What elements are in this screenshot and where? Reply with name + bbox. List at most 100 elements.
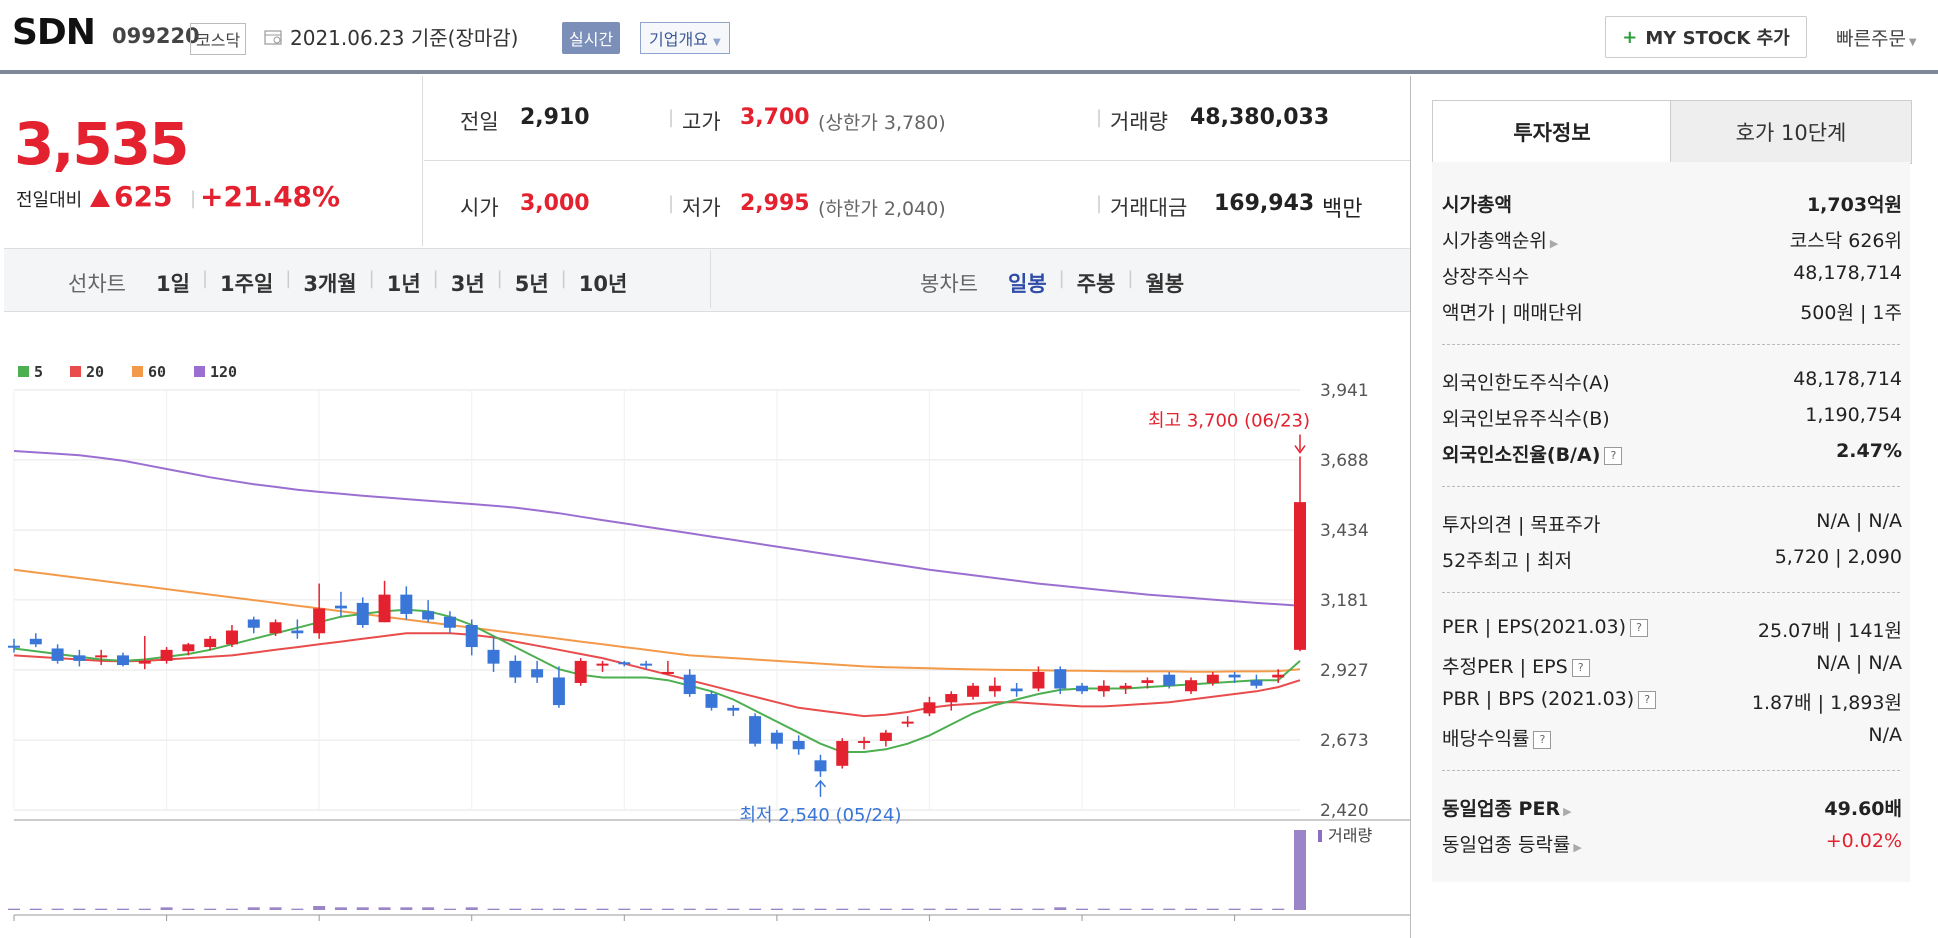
period-5[interactable]: 5년: [514, 272, 549, 296]
candle-body: [879, 732, 892, 741]
divider: |: [1096, 193, 1103, 214]
volume-bar: [792, 908, 805, 910]
y-tick-label: 3,688: [1320, 451, 1369, 471]
arrow-right-icon[interactable]: ▶: [1563, 805, 1572, 818]
info-label: 투자의견 | 목표주가: [1442, 514, 1601, 536]
volume-bar: [465, 907, 478, 910]
info-label-wrap: 동일업종 등락률 ▶: [1442, 830, 1582, 857]
legend-label: 5: [34, 363, 43, 381]
candle-body: [138, 660, 151, 664]
tab-investment-info[interactable]: 투자정보: [1432, 100, 1672, 163]
period-4[interactable]: 3년: [450, 272, 485, 296]
volume-bar: [1032, 908, 1045, 910]
volume-bar: [51, 908, 64, 910]
company-overview-dropdown[interactable]: 기업개요 ▼: [640, 22, 730, 54]
amount-label: 거래대금: [1110, 196, 1188, 220]
x-tick-label: 03/30: [14, 928, 63, 930]
y-tick-label: 2,673: [1320, 731, 1369, 751]
candle-body: [51, 648, 64, 661]
x-tick-label: 06/09: [1058, 928, 1107, 930]
candle-body: [1185, 680, 1198, 692]
volume-bar: [705, 908, 718, 910]
divider: |: [668, 107, 675, 128]
info-value: 25.07배 | 141원: [1757, 620, 1902, 642]
info-label-wrap: PBR | BPS (2021.03)?: [1442, 688, 1657, 715]
help-icon[interactable]: ?: [1630, 618, 1649, 637]
volume-bar: [1294, 830, 1306, 910]
x-tick-label: 04/19: [295, 928, 344, 930]
change-percent: +21.48%: [200, 180, 341, 213]
info-row: PER | EPS(2021.03)? 25.07배 | 141원: [1442, 616, 1902, 643]
price-chart[interactable]: 5 20 60 120 3,941 3,688 3,434 3,181 2,927 2,673 2,…: [0, 330, 1410, 930]
info-value: 코스닥 626위: [1789, 230, 1902, 252]
help-icon[interactable]: ?: [1604, 446, 1623, 465]
volume-bar: [727, 908, 740, 910]
period-2[interactable]: 3개월: [303, 272, 357, 296]
candle-body: [29, 638, 42, 645]
arrow-right-icon[interactable]: ▶: [1573, 841, 1582, 854]
info-label-wrap: 시가총액: [1442, 190, 1512, 217]
candle-body: [182, 644, 195, 652]
realtime-button[interactable]: 실시간: [562, 22, 621, 54]
candle-body: [225, 630, 238, 645]
info-row: 52주최고 | 최저 5,720 | 2,090: [1442, 546, 1902, 573]
add-mystock-button[interactable]: + MY STOCK 추가: [1605, 16, 1807, 58]
panel-divider: [1410, 76, 1411, 938]
help-icon[interactable]: ?: [1638, 690, 1657, 709]
help-icon[interactable]: ?: [1571, 658, 1590, 677]
period-3[interactable]: 1년: [386, 272, 421, 296]
volume-bar: [552, 908, 565, 910]
candle-body: [531, 669, 544, 678]
volume-bar: [1272, 908, 1285, 910]
period-1[interactable]: 1주일: [220, 272, 274, 296]
candle-body: [858, 740, 871, 743]
candle-period-0[interactable]: 일봉: [1008, 272, 1047, 296]
info-row: 배당수익률? N/A: [1442, 724, 1902, 751]
divider: |: [368, 268, 375, 289]
info-label-wrap: 상장주식수: [1442, 262, 1529, 289]
stock-code: 099220: [112, 24, 200, 48]
volume-bar: [138, 908, 151, 910]
header-divider: [0, 70, 1938, 74]
chevron-down-icon: ▼: [712, 37, 721, 48]
info-value: 48,178,714: [1793, 262, 1902, 284]
candle-body: [356, 602, 369, 625]
legend-swatch: [18, 366, 29, 377]
volume-bar: [1206, 908, 1219, 910]
volume-bar: [770, 908, 783, 910]
arrow-right-icon[interactable]: ▶: [1549, 237, 1559, 250]
company-overview-label: 기업개요: [649, 30, 708, 49]
period-6[interactable]: 10년: [578, 272, 628, 296]
quick-order-link[interactable]: 빠른주문 ▼: [1836, 24, 1917, 51]
open-value: 3,000: [520, 191, 590, 216]
volume-bar: [836, 908, 849, 910]
period-0[interactable]: 1일: [156, 272, 190, 296]
volume-bar: [531, 908, 544, 910]
info-label-wrap: 액면가 | 매매단위: [1442, 298, 1583, 325]
divider: |: [1127, 268, 1134, 289]
candle-body: [509, 660, 522, 678]
candle-body: [1163, 674, 1176, 686]
volume-bar: [574, 908, 587, 910]
volume-value: 48,380,033: [1190, 105, 1330, 130]
candle-body: [247, 619, 260, 628]
prev-close-value: 2,910: [520, 105, 590, 130]
volume-bar: [1010, 908, 1023, 910]
candle-chart-label: 봉차트: [920, 272, 978, 296]
info-divider: [1442, 486, 1900, 487]
volume-bar: [1250, 908, 1263, 910]
tab-order-book[interactable]: 호가 10단계: [1670, 100, 1912, 164]
candle-body: [683, 674, 696, 695]
info-value: 500원 | 1주: [1800, 302, 1902, 324]
candle-body: [160, 649, 173, 661]
info-row: 외국인보유주식수(B) 1,190,754: [1442, 404, 1902, 431]
candle-period-1[interactable]: 주봉: [1076, 272, 1116, 296]
info-value: N/A | N/A: [1816, 652, 1902, 674]
help-icon[interactable]: ?: [1533, 730, 1552, 749]
divider: |: [190, 188, 197, 209]
volume-bar: [618, 908, 631, 910]
candle-body: [574, 660, 587, 683]
candle-period-2[interactable]: 월봉: [1145, 272, 1185, 296]
info-label-wrap: 52주최고 | 최저: [1442, 546, 1572, 573]
current-price: 3,535: [14, 110, 189, 178]
